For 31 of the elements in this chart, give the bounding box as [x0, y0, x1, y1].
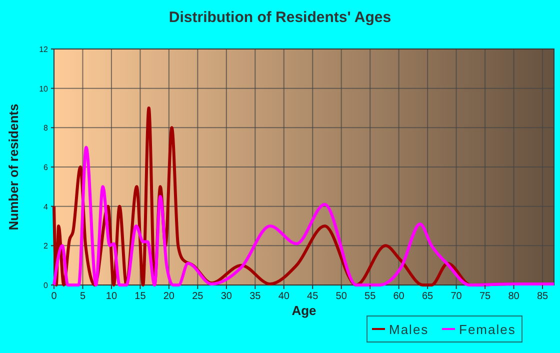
legend-label: Females	[459, 322, 516, 337]
y-tick-label: 0	[44, 281, 49, 290]
x-tick-label: 15	[134, 291, 146, 302]
x-tick-label: 40	[278, 291, 290, 302]
x-tick-label: 65	[422, 291, 434, 302]
y-tick-label: 6	[44, 163, 49, 172]
x-tick-label: 30	[220, 291, 232, 302]
y-tick-label: 10	[39, 84, 49, 94]
x-axis-title: Age	[292, 303, 316, 318]
y-tick-label: 12	[39, 45, 49, 54]
chart-title: Distribution of Residents' Ages	[168, 9, 392, 26]
x-tick-label: 75	[479, 291, 492, 302]
x-tick-label: 85	[536, 291, 549, 302]
x-tick-label: 20	[163, 291, 175, 302]
x-tick-label: 25	[192, 291, 204, 302]
x-tick-label: 45	[307, 291, 319, 302]
line-series	[52, 146, 556, 286]
x-tick-label: 55	[364, 291, 376, 302]
x-tick-label: 35	[250, 291, 262, 302]
y-axis-title: Number of residents	[6, 104, 21, 230]
x-tick-label: 80	[508, 291, 520, 302]
x-tick-label: 5	[80, 291, 86, 302]
y-tick-label: 4	[44, 202, 49, 212]
legend-label: Males	[389, 322, 429, 337]
x-tick-label: 60	[393, 291, 405, 302]
x-tick-label: 70	[450, 291, 462, 302]
x-tick-label: 50	[336, 291, 348, 302]
x-tick-label: 0	[51, 291, 58, 302]
y-tick-label: 2	[44, 242, 49, 251]
y-tick-label: 8	[44, 124, 49, 133]
x-tick-label: 10	[106, 291, 118, 302]
